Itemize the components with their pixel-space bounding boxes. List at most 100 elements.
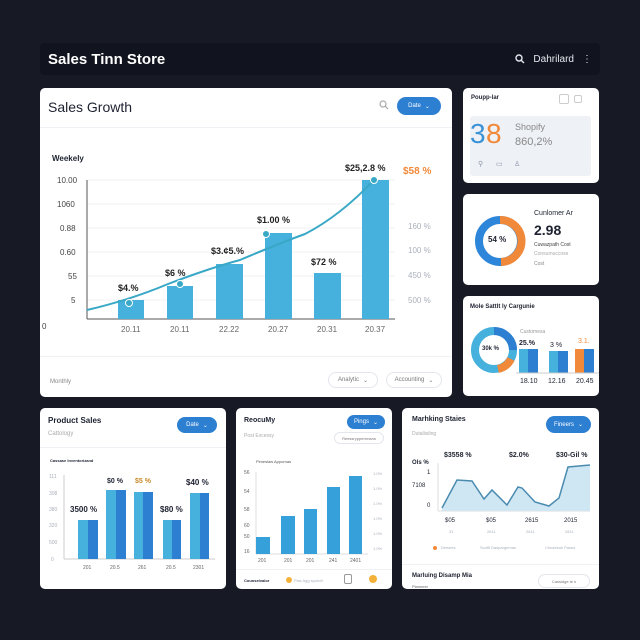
y-tick: 5 — [71, 296, 76, 305]
card-subtitle: Cattology — [48, 431, 74, 437]
y-tick: 308 — [49, 491, 58, 497]
y-tick: Ols % — [412, 460, 429, 466]
y-tick-right: 160 % — [408, 222, 431, 231]
x-tick: 12.16 — [548, 378, 566, 385]
save-icon[interactable] — [344, 574, 352, 584]
footer-button[interactable]: Cassidge te k — [538, 574, 590, 588]
y-tick: 54 — [244, 489, 250, 495]
bookmark-icon[interactable] — [559, 94, 569, 104]
category-card: Mole Sattlt ly Cargunie 30k % Customesa … — [463, 296, 599, 396]
x-tick: 22.22 — [219, 325, 240, 334]
category-donut — [471, 327, 517, 373]
y-tick-right: 1.0% — [373, 471, 383, 476]
app-title: Sales Tinn Store — [48, 50, 166, 68]
bar-label: $80 % — [160, 505, 183, 514]
chevron-down-icon: ⌄ — [428, 377, 434, 384]
category-bar-chart — [516, 349, 599, 374]
date-filter-button[interactable]: Date ⌄ — [177, 417, 217, 433]
x-sublabel: 2611 — [487, 529, 496, 534]
x-sublabel: 31 — [449, 529, 454, 534]
customer-card: 54 % Cunlomer Ar 2.98 Cuwazpath Cost Con… — [463, 194, 599, 285]
x-tick: 20.11 — [170, 325, 190, 334]
x-tick: 20.37 — [365, 325, 386, 334]
bar-label: $0 % — [107, 478, 123, 485]
x-tick: 18.10 — [520, 378, 538, 385]
chevron-down-icon: ⌄ — [424, 103, 430, 110]
date-filter-button[interactable]: Date ⌄ — [397, 97, 441, 115]
x-tick: 20.45 — [576, 378, 594, 385]
cost-line-3: Cost — [534, 261, 545, 267]
x-tick: 20.11 — [121, 325, 141, 334]
x-tick: 20.31 — [317, 325, 338, 334]
card-title: Poupp-lar — [471, 95, 499, 101]
y-tick: 1060 — [57, 200, 75, 209]
footer-subtitle: Planneer — [412, 584, 429, 589]
big-number-b: 8 — [486, 118, 502, 149]
marketing-area-chart — [437, 463, 591, 512]
legend-item: Dewees — [441, 545, 456, 550]
y-tick: 60 — [244, 523, 250, 529]
y-tick: 58 — [244, 507, 250, 513]
y-tick: 0 — [427, 503, 431, 509]
y-tick-right: 1.0% — [373, 531, 383, 536]
search-icon[interactable] — [379, 100, 389, 110]
bar-label: $4.% — [118, 283, 139, 293]
x-tick: 2015 — [564, 518, 578, 524]
y-tick: 10.00 — [57, 176, 78, 185]
info-icon — [286, 577, 292, 583]
x-tick: 2615 — [525, 518, 539, 524]
dashboard-link[interactable]: Dahrilard — [533, 53, 574, 65]
stat-panel: 3 8 Shopify 860,2% ⚲ ▭ ♙ — [470, 116, 591, 176]
legend-item: Scoffi Daspargemas — [480, 545, 516, 550]
folder-icon[interactable]: ▭ — [496, 161, 503, 168]
x-tick: 2301 — [193, 565, 205, 571]
product-sales-card: Product Sales Cattology Date ⌄ Cassase In… — [40, 408, 226, 589]
chevron-down-icon: ⌄ — [362, 377, 369, 384]
period-label: Weekely — [52, 154, 84, 163]
user-icon[interactable]: ♙ — [514, 161, 521, 168]
x-tick: $05 — [445, 518, 456, 524]
footer-label: Monthly — [50, 379, 72, 385]
y-tick-right: 1.0% — [373, 486, 383, 491]
y-tick: 0.60 — [60, 248, 76, 257]
donut-label: 30k % — [482, 346, 500, 352]
annotation: $2.0% — [509, 452, 529, 459]
divider — [236, 569, 392, 570]
pings-filter-button[interactable]: Pings ⌄ — [347, 415, 385, 429]
popular-card: Poupp-lar 3 8 Shopify 860,2% ⚲ ▭ ♙ — [463, 88, 599, 183]
customer-value: 2.98 — [534, 222, 562, 238]
x-tick: 201 — [306, 558, 315, 564]
divider — [40, 447, 226, 448]
secondary-button[interactable]: Reessrypperrmans — [334, 432, 384, 444]
chevron-down-icon: ⌄ — [577, 422, 584, 428]
cost-line-1: Cuwazpath Cost — [534, 242, 571, 248]
pin-icon[interactable]: ⚲ — [478, 161, 484, 168]
recently-bar-chart — [255, 472, 368, 555]
product-sales-chart — [63, 475, 215, 560]
card-title: ReocuMy — [244, 417, 276, 424]
x-tick: 261 — [138, 565, 147, 571]
stat-name: Shopify — [515, 122, 546, 132]
filter-button[interactable]: Fineers ⌄ — [546, 416, 591, 433]
bar-label: $3.¢5.% — [211, 246, 245, 256]
kebab-icon[interactable]: ⋮ — [582, 53, 592, 65]
chevron-down-icon: ⌄ — [202, 422, 208, 429]
close-icon[interactable] — [574, 95, 582, 103]
analytic-dropdown[interactable]: Analytic ⌄ — [328, 372, 378, 388]
sales-growth-card: Sales Growth Date ⌄ Weekely $58 % 10.00 1… — [40, 88, 452, 397]
y-tick: 56 — [244, 470, 250, 476]
y-tick: 7108 — [412, 483, 426, 489]
footer-note: Flas Agg sputoft — [294, 578, 323, 583]
chart-title: Pimeslaw Appornas — [256, 459, 292, 464]
sales-growth-chart — [86, 176, 395, 320]
coin-icon[interactable] — [369, 575, 377, 583]
x-tick: 2401 — [350, 558, 362, 564]
marketing-card: Marhking Staies Dutaliisling Fineers ⌄ $3… — [402, 408, 599, 589]
annotation: $3558 % — [444, 452, 472, 459]
footer-label: Counselvalor — [244, 578, 270, 583]
card-title: Product Sales — [48, 416, 102, 425]
x-tick: 201 — [284, 558, 293, 564]
accounting-dropdown[interactable]: Accounting ⌄ — [386, 372, 442, 388]
search-icon[interactable] — [515, 54, 525, 64]
y-tick-right: 450 % — [408, 271, 431, 280]
